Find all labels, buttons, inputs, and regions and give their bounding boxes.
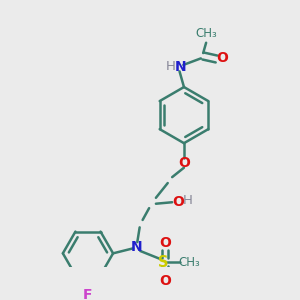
Text: N: N [175, 60, 186, 74]
Text: O: O [178, 156, 190, 170]
Text: H: H [166, 60, 176, 73]
Text: N: N [131, 240, 142, 254]
Text: O: O [159, 274, 171, 288]
Text: S: S [158, 255, 169, 270]
Text: O: O [172, 195, 184, 209]
Text: O: O [216, 51, 228, 65]
Text: H: H [183, 194, 193, 207]
Text: F: F [83, 288, 93, 300]
Text: CH₃: CH₃ [195, 27, 217, 40]
Text: CH₃: CH₃ [178, 256, 200, 269]
Text: O: O [159, 236, 171, 250]
